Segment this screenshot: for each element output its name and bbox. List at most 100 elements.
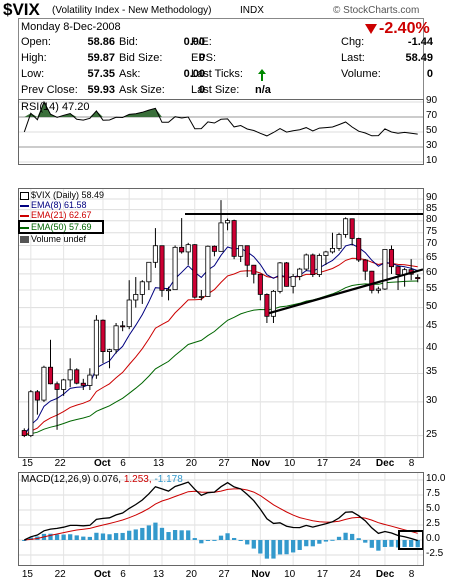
macd-histogram-bar bbox=[225, 533, 230, 540]
macd-tick-label: -2.5 bbox=[426, 548, 444, 559]
candle-body bbox=[139, 281, 145, 295]
macd-histogram-bar bbox=[28, 537, 33, 540]
macd-label-b: 1.253, bbox=[123, 474, 152, 485]
price-legend: $VIX (Daily) 58.49 EMA(8) 61.58 EMA(21) 62… bbox=[18, 190, 105, 244]
candle-body bbox=[303, 254, 309, 270]
quote-cell: 58.49 bbox=[405, 52, 433, 64]
legend-item: Volume undef bbox=[20, 234, 104, 244]
price-tick-label: 80 bbox=[426, 213, 438, 225]
macd-signal-line bbox=[24, 488, 418, 541]
x-tick-label: 8 bbox=[408, 458, 415, 469]
price-tick-label: 45 bbox=[426, 320, 438, 332]
x-tick-label-bottom: Oct bbox=[93, 569, 111, 580]
macd-histogram-bar bbox=[186, 530, 191, 540]
x-tick-label: 20 bbox=[185, 458, 197, 469]
macd-histogram-bar bbox=[74, 535, 79, 540]
x-tick-label: Oct bbox=[93, 458, 111, 469]
price-tick-label: 60 bbox=[426, 266, 438, 278]
price-tick-label: 85 bbox=[426, 202, 438, 214]
watermark: © StockCharts.com bbox=[333, 5, 420, 16]
exchange-code: INDX bbox=[240, 5, 264, 16]
candle-body bbox=[369, 270, 375, 291]
macd-label: MACD(12,26,9) 0.076, 1.253, -1.178 bbox=[21, 474, 183, 485]
macd-histogram-bar bbox=[120, 532, 125, 540]
x-tick-label: 24 bbox=[349, 458, 361, 469]
macd-histogram-bar bbox=[218, 535, 224, 540]
macd-histogram-bar bbox=[192, 538, 197, 540]
symbol-title: $VIX bbox=[3, 0, 40, 19]
rsi-plot bbox=[19, 100, 423, 163]
macd-histogram-bar bbox=[264, 540, 270, 559]
macd-histogram-bar bbox=[179, 530, 184, 540]
candle-body bbox=[211, 245, 217, 252]
quote-cell: 0.00 bbox=[183, 36, 205, 48]
macd-histogram-bar bbox=[153, 522, 158, 540]
macd-label-c: -1.178 bbox=[154, 474, 183, 485]
macd-tick-label: 2.5 bbox=[426, 518, 440, 529]
ema21-line bbox=[24, 257, 418, 437]
candle-body bbox=[316, 255, 322, 275]
rsi-line bbox=[23, 100, 418, 137]
price-tick-label: 70 bbox=[426, 238, 438, 250]
legend-item: EMA(21) 62.67 bbox=[20, 210, 104, 220]
candle-body bbox=[41, 366, 47, 401]
candle-body bbox=[120, 325, 126, 328]
candle-body bbox=[218, 222, 224, 252]
macd-histogram-bar bbox=[382, 540, 388, 547]
macd-histogram-bar bbox=[212, 539, 217, 541]
quote-cell: 0 bbox=[426, 68, 433, 80]
macd-histogram-bar bbox=[376, 540, 381, 551]
legend-swatch bbox=[20, 214, 29, 217]
candle-body bbox=[238, 245, 244, 257]
macd-histogram-bar bbox=[238, 540, 243, 541]
macd-histogram-bar bbox=[363, 540, 368, 543]
ema50-line bbox=[24, 280, 418, 437]
candle-body bbox=[343, 218, 349, 235]
candle-body bbox=[225, 220, 231, 224]
candle-body bbox=[106, 349, 113, 353]
x-tick-label-bottom: Dec bbox=[375, 569, 395, 580]
macd-histogram-bar bbox=[271, 540, 276, 559]
macd-histogram-bar bbox=[61, 534, 66, 540]
x-tick-label: Nov bbox=[251, 458, 271, 469]
candle-body bbox=[395, 266, 401, 275]
candle-body bbox=[244, 245, 250, 266]
legend-item: $VIX (Daily) 58.49 bbox=[20, 190, 104, 200]
price-tick-label: 40 bbox=[426, 341, 438, 353]
macd-histogram-bar bbox=[140, 527, 145, 540]
candle-body bbox=[152, 245, 158, 263]
candle-body bbox=[205, 245, 211, 297]
candle-body bbox=[172, 246, 178, 291]
macd-histogram-bar bbox=[284, 540, 289, 555]
candle-body bbox=[198, 296, 204, 298]
macd-histogram-bar bbox=[133, 529, 138, 540]
quote-cell: Last: bbox=[341, 52, 365, 64]
candle-body bbox=[74, 369, 80, 384]
macd-histogram-bar bbox=[323, 540, 329, 542]
price-tick-label: 25 bbox=[426, 428, 438, 440]
x-tick-label: 22 bbox=[54, 458, 66, 469]
rsi-tick-label: 90 bbox=[426, 95, 438, 106]
rsi-label: RSI(14) 47.20 bbox=[21, 101, 90, 113]
candle-body bbox=[375, 288, 381, 291]
candle-body bbox=[192, 244, 198, 298]
macd-histogram-bar bbox=[22, 540, 27, 541]
quote-cell: Open: bbox=[21, 36, 51, 48]
candle-body bbox=[113, 325, 119, 351]
price-plot bbox=[19, 189, 423, 457]
macd-histogram-bar bbox=[107, 534, 112, 540]
rsi-tick-label: 10 bbox=[426, 155, 438, 166]
candle-body bbox=[93, 319, 99, 376]
macd-panel: MACD(12,26,9) 0.076, 1.253, -1.178 bbox=[18, 472, 424, 566]
support-trendline bbox=[268, 268, 423, 315]
candle-body bbox=[415, 277, 421, 280]
candle-body bbox=[264, 294, 270, 317]
candle-body bbox=[323, 251, 329, 256]
quote-cell: 57.35 bbox=[87, 68, 115, 80]
up-tick-icon bbox=[258, 69, 266, 81]
macd-histogram-bar bbox=[415, 540, 420, 548]
price-tick-label: 55 bbox=[426, 283, 438, 294]
rsi-tick-label: 70 bbox=[426, 110, 438, 121]
x-tick-label: 13 bbox=[152, 458, 165, 469]
candle-body bbox=[277, 262, 283, 292]
